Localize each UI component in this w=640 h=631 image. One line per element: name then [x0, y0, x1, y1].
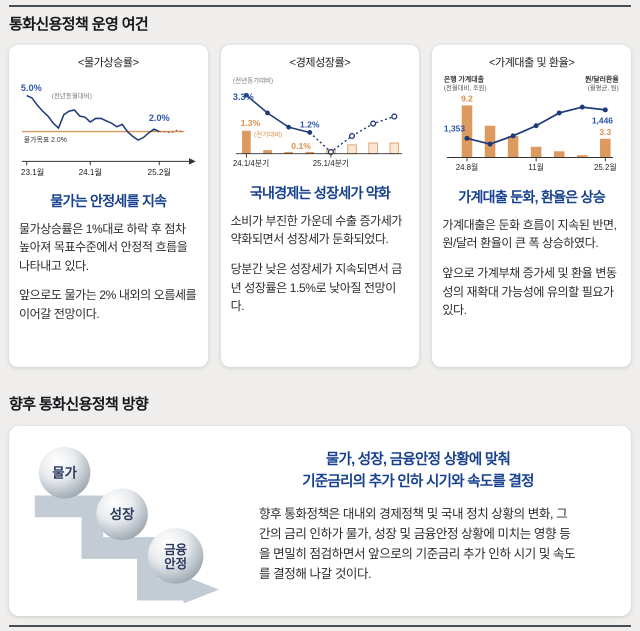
growth-chart-title: <경제성장률> — [289, 57, 351, 69]
svg-text:1,353: 1,353 — [444, 124, 465, 134]
card-inflation: <물가상승률> 23.1월 24.1월 25.2월 5.0% (전년동월대비) 2.0% 물… — [9, 45, 208, 367]
svg-text:1,446: 1,446 — [592, 115, 613, 125]
svg-text:1.2%: 1.2% — [300, 120, 320, 130]
direction-body: 향후 통화정책은 대내외 경제정책 및 국내 정치 상황의 변화, 그간의 금리… — [259, 506, 576, 581]
inflation-chart: 23.1월 24.1월 25.2월 5.0% (전년동월대비) 2.0% 물가목표 2.0% — [21, 83, 196, 177]
section-title-conditions: 통화신용정책 운영 여건 — [9, 16, 149, 33]
svg-text:11월: 11월 — [529, 162, 544, 172]
loans-fx-headline: 가계대출 둔화, 환율은 상승 — [458, 188, 606, 205]
loans-fx-chart: 24.8월 11월 25.2월 은행 가계대출(전월대비, 조원) 원/달러환율(월평균… — [444, 75, 619, 172]
svg-text:25.1/4분기: 25.1/4분기 — [312, 159, 348, 168]
loans-fx-body-1: 가계대출은 둔화 흐름이 지속된 반면, 원/달러 환율이 큰 폭 상승하였다. — [442, 217, 617, 251]
svg-text:1.3%: 1.3% — [240, 118, 260, 128]
growth-body-2: 당분간 낮은 성장세가 지속되면서 금년 성장률은 1.5%로 낮아질 전망이다… — [230, 262, 403, 314]
svg-text:(전년동기대비): (전년동기대비) — [233, 76, 273, 85]
svg-text:금융: 금융 — [164, 542, 187, 557]
svg-text:24.1월: 24.1월 — [79, 167, 102, 177]
svg-text:물가목표 2.0%: 물가목표 2.0% — [24, 135, 67, 144]
inflation-body-1: 물가상승률은 1%대로 하락 후 점차 높아져 목표수준에서 안정적 흐름을 나… — [19, 221, 188, 273]
svg-text:24.1/4분기: 24.1/4분기 — [233, 159, 269, 168]
direction-text: 물가, 성장, 금융안정 상황에 맞춰 기준금리의 추가 인하 시기와 속도를 … — [259, 450, 577, 609]
growth-chart: 24.1/4분기 25.1/4분기 (전년동기대비) 3.3% 1.3%(전기대비) 1.… — [233, 76, 402, 168]
svg-text:23.1월: 23.1월 — [21, 167, 44, 177]
svg-text:물가: 물가 — [52, 466, 77, 481]
svg-text:3.3%: 3.3% — [233, 92, 254, 102]
direction-headline-line2: 기준금리의 추가 인하 시기와 속도를 결정 — [302, 473, 534, 490]
svg-text:은행 가계대출: 은행 가계대출 — [444, 75, 485, 84]
loans-fx-chart-title: <가계대출 및 환율> — [488, 57, 575, 69]
section-title-direction: 향후 통화신용정책 방향 — [9, 396, 149, 413]
svg-text:25.2월: 25.2월 — [594, 162, 617, 172]
svg-text:3.3: 3.3 — [600, 127, 612, 137]
svg-text:(전년동월대비): (전년동월대비) — [52, 91, 92, 100]
direction-headlines: 물가, 성장, 금융안정 상황에 맞춰 기준금리의 추가 인하 시기와 속도를 … — [259, 450, 577, 494]
growth-body-1: 소비가 부진한 가운데 수출 증가세가 약화되면서 성장세가 둔화되었다. — [230, 213, 403, 247]
inflation-chart-title: <물가상승률> — [78, 57, 139, 69]
svg-text:원/달러환율: 원/달러환율 — [585, 75, 619, 84]
top-rule — [9, 5, 631, 7]
svg-text:성장: 성장 — [110, 506, 135, 522]
svg-text:0.1%: 0.1% — [291, 141, 311, 151]
growth-headline: 국내경제는 성장세가 약화 — [249, 184, 391, 201]
svg-text:25.2월: 25.2월 — [148, 167, 171, 177]
bottom-rule — [9, 625, 631, 627]
svg-text:5.0%: 5.0% — [21, 83, 42, 93]
svg-text:안정: 안정 — [164, 556, 187, 571]
card-loans-fx: <가계대출 및 환율> 24.8월 11월 25.2월 은행 가계대출 (전월대비, 조… — [432, 45, 632, 367]
svg-text:(전기대비): (전기대비) — [254, 129, 282, 138]
svg-text:(월평균, 원): (월평균, 원) — [588, 83, 619, 92]
direction-headline-line1: 물가, 성장, 금융안정 상황에 맞춰 — [325, 452, 511, 468]
svg-text:9.2: 9.2 — [461, 94, 473, 104]
inflation-headline: 물가는 안정세를 지속 — [50, 192, 167, 209]
card-growth: <경제성장률> 24.1/4분기 25.1/4분기 (전년동기대비) 3.3% 1.3%… — [220, 45, 420, 367]
condition-cards: <물가상승률> 23.1월 24.1월 25.2월 5.0% (전년동월대비) 2.0% 물… — [9, 45, 632, 367]
svg-text:(전월대비, 조원): (전월대비, 조원) — [444, 83, 487, 92]
loans-fx-body-2: 앞으로 가계부채 증가세 및 환율 변동성의 재확대 가능성에 유의할 필요가 … — [442, 265, 617, 318]
svg-text:2.0%: 2.0% — [149, 113, 170, 123]
svg-text:24.8월: 24.8월 — [456, 162, 479, 172]
inflation-body-2: 앞으로도 물가는 2% 내외의 오름세를 이어갈 전망이다. — [19, 288, 197, 321]
